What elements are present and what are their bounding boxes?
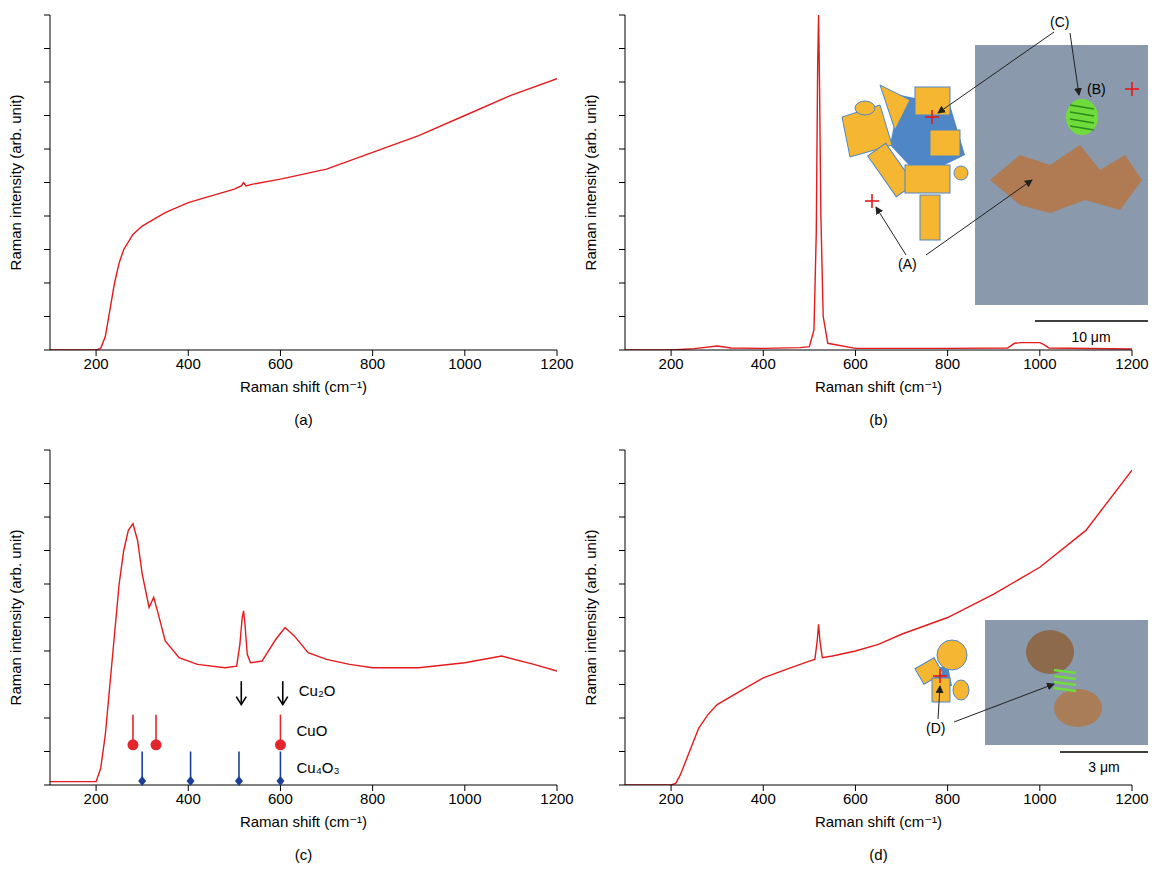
- svg-text:800: 800: [935, 355, 960, 372]
- svg-text:(D): (D): [926, 720, 945, 736]
- svg-text:(B): (B): [1087, 81, 1106, 97]
- svg-text:Raman shift (cm⁻¹): Raman shift (cm⁻¹): [240, 378, 367, 395]
- svg-text:800: 800: [935, 790, 960, 807]
- svg-text:(C): (C): [1050, 14, 1069, 30]
- svg-text:Raman shift (cm⁻¹): Raman shift (cm⁻¹): [815, 813, 942, 830]
- svg-text:Raman intensity (arb. unit): Raman intensity (arb. unit): [7, 95, 24, 271]
- svg-text:1000: 1000: [448, 355, 481, 372]
- svg-text:1200: 1200: [1115, 355, 1148, 372]
- svg-text:400: 400: [176, 355, 201, 372]
- svg-text:(a): (a): [294, 411, 312, 428]
- svg-text:(d): (d): [869, 846, 887, 863]
- svg-text:(c): (c): [295, 846, 313, 863]
- svg-text:600: 600: [268, 355, 293, 372]
- svg-text:Raman intensity (arb. unit): Raman intensity (arb. unit): [582, 530, 599, 706]
- svg-text:400: 400: [751, 790, 776, 807]
- svg-text:600: 600: [268, 790, 293, 807]
- svg-text:200: 200: [84, 355, 109, 372]
- svg-text:Cu₄O₃: Cu₄O₃: [296, 759, 339, 776]
- svg-text:200: 200: [84, 790, 109, 807]
- svg-text:1200: 1200: [540, 355, 573, 372]
- svg-text:1000: 1000: [1023, 355, 1056, 372]
- svg-text:Raman intensity (arb. unit): Raman intensity (arb. unit): [582, 95, 599, 271]
- svg-text:1000: 1000: [1023, 790, 1056, 807]
- svg-text:Raman intensity (arb. unit): Raman intensity (arb. unit): [7, 530, 24, 706]
- svg-text:(A): (A): [898, 256, 917, 272]
- svg-text:200: 200: [659, 790, 684, 807]
- svg-text:1200: 1200: [1115, 790, 1148, 807]
- svg-text:CuO: CuO: [296, 722, 327, 739]
- svg-text:Raman shift (cm⁻¹): Raman shift (cm⁻¹): [815, 378, 942, 395]
- svg-text:Cu₂O: Cu₂O: [299, 682, 336, 699]
- svg-text:1200: 1200: [540, 790, 573, 807]
- svg-text:200: 200: [659, 355, 684, 372]
- svg-text:1000: 1000: [448, 790, 481, 807]
- svg-text:Raman shift (cm⁻¹): Raman shift (cm⁻¹): [240, 813, 367, 830]
- svg-text:800: 800: [360, 355, 385, 372]
- svg-text:600: 600: [843, 355, 868, 372]
- svg-text:600: 600: [843, 790, 868, 807]
- svg-text:800: 800: [360, 790, 385, 807]
- svg-text:400: 400: [176, 790, 201, 807]
- svg-text:3 μm: 3 μm: [1088, 759, 1119, 775]
- svg-text:400: 400: [751, 355, 776, 372]
- svg-text:(b): (b): [869, 411, 887, 428]
- svg-text:10 μm: 10 μm: [1071, 329, 1110, 345]
